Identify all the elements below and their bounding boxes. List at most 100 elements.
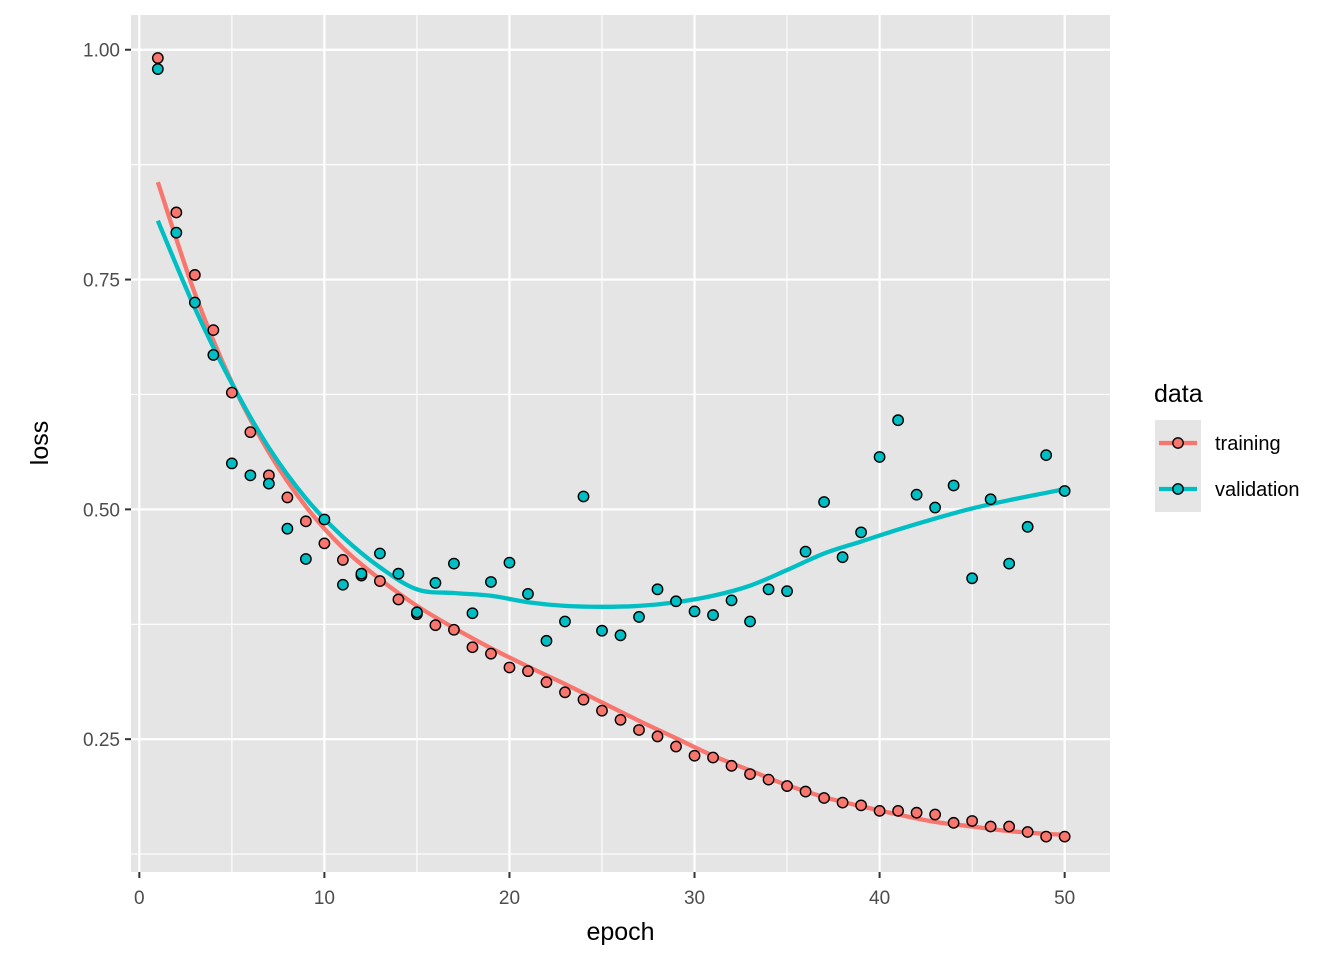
training-point [1058,830,1071,843]
validation-point [355,567,368,580]
training-point [984,820,997,833]
validation-point [670,595,682,608]
validation-smooth-line [155,219,1066,609]
validation-point [688,605,701,618]
validation-point [262,477,275,490]
validation-point [485,576,497,588]
validation-point [1040,449,1053,462]
training-point [614,713,627,726]
training-smooth-line [155,181,1065,837]
x-tick-label: 0 [134,888,145,909]
validation-point [633,611,645,623]
training-point [929,808,942,821]
training-point [188,269,201,281]
validation-point [744,615,756,628]
training-point [781,780,793,792]
training-point [225,386,238,399]
validation-point [873,451,886,463]
validation-point [503,556,516,569]
training-point [1003,820,1016,833]
training-point [818,792,830,804]
legend-title: data [1154,380,1203,408]
major-gridlines [131,15,1110,872]
training-point [577,693,590,706]
y-tick-label: 1.00 [83,41,120,62]
x-axis-title: epoch [586,918,654,946]
training-point [633,724,645,736]
validation-point [892,414,904,427]
y-axis-title: loss [26,421,54,465]
validation-point [799,545,812,558]
training-point [892,804,904,817]
training-point [374,575,386,587]
x-tick-label: 10 [314,888,335,909]
training-point [559,686,571,699]
y-tick-label: 0.50 [83,500,120,521]
validation-point [929,501,942,514]
training-point [448,623,460,636]
training-point [540,676,553,689]
validation-point [651,583,664,596]
training-legend-label: training [1215,433,1281,455]
validation-point [299,553,312,565]
x-tick-label: 30 [684,888,705,909]
training-point [744,768,756,781]
minor-gridlines [131,15,1110,872]
validation-point [188,296,201,309]
validation-point [1003,557,1016,570]
validation-point [411,606,423,619]
validation-point [540,634,553,647]
validation-point [781,585,793,598]
legend: data training validation [1154,380,1300,512]
validation-point [337,578,349,591]
validation-point [170,226,183,239]
validation-point [151,63,164,75]
training-point [466,641,479,654]
validation-point [577,490,590,503]
training-point [688,749,701,762]
training-point [1040,830,1053,843]
validation-point [392,567,405,580]
training-point [910,806,923,819]
validation-point [614,629,627,642]
validation-point [596,624,608,637]
training-point [337,554,349,566]
validation-point [1021,520,1034,533]
validation-point [947,479,960,492]
training-point [762,773,775,786]
validation-point [225,457,238,470]
validation-point [374,547,386,560]
validation-point [836,551,849,564]
training-point [503,661,516,674]
training-point [966,815,979,827]
training-point [429,619,442,632]
training-point [799,785,812,798]
validation-point [522,588,534,600]
validation-point [818,496,830,508]
training-point [485,647,497,660]
training-point [170,206,183,219]
validation-point [762,583,775,596]
training-point [855,799,867,812]
training-point [299,515,312,528]
validation-point [1058,485,1071,497]
y-tick-label: 0.75 [83,271,120,292]
validation-point [207,349,220,361]
y-tick-label: 0.25 [83,730,120,751]
training-point [947,816,960,829]
axes: 0 10 20 30 40 50 0.25 0.50 0.75 1.00 [83,41,1075,909]
validation-point [966,572,979,585]
training-point [244,426,257,439]
training-point [670,740,682,753]
x-tick-label: 20 [499,888,520,909]
validation-point [244,469,257,482]
validation-point [707,609,719,621]
training-point [873,804,886,817]
validation-point [984,493,997,506]
validation-point [725,594,738,607]
validation-point [429,577,442,589]
validation-point [318,513,331,526]
validation-legend-point [1172,483,1184,495]
validation-point [448,557,460,570]
validation-point [559,615,571,628]
